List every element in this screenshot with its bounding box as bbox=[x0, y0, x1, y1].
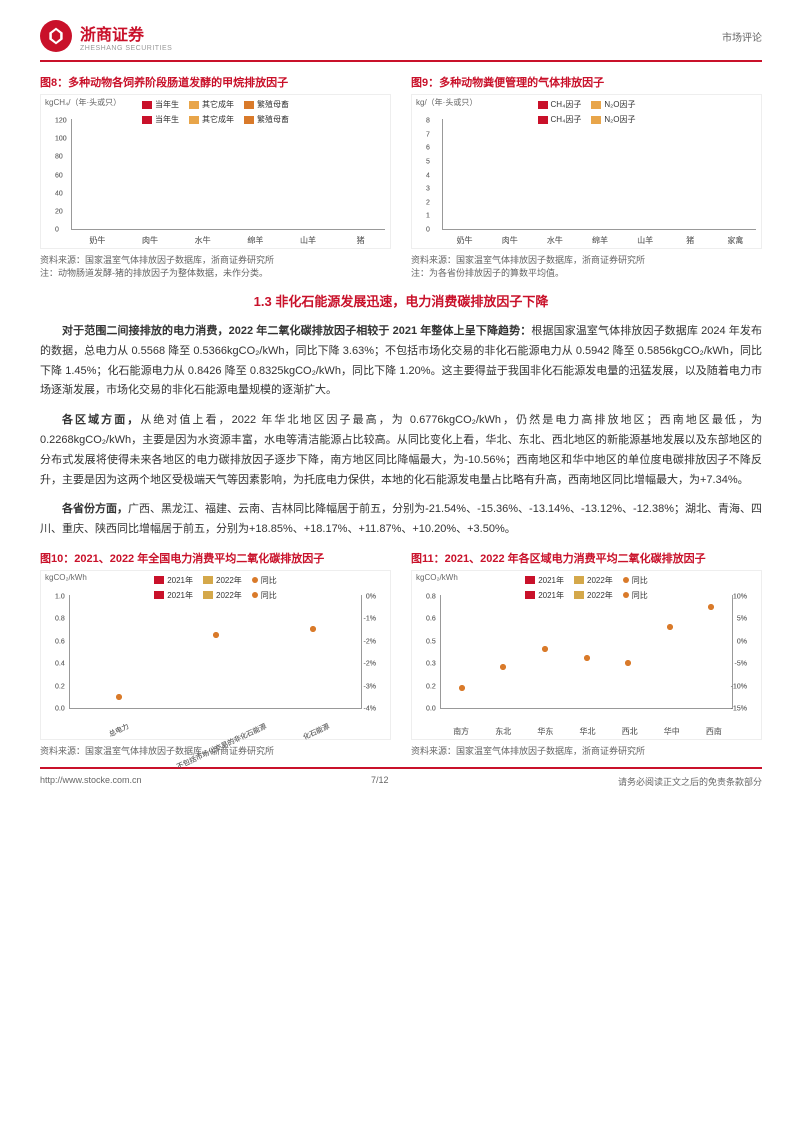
page-header: 浙商证券 ZHESHANG SECURITIES 市场评论 bbox=[40, 20, 762, 62]
logo-icon bbox=[40, 20, 72, 52]
footer-url: http://www.stocke.com.cn bbox=[40, 775, 142, 788]
logo-area: 浙商证券 ZHESHANG SECURITIES bbox=[40, 20, 172, 52]
chart11: kgCO₂/kWh 2021年2022年同比0.00.20.30.50.60.8… bbox=[411, 570, 762, 740]
brand-name: 浙商证券 bbox=[80, 21, 172, 45]
chart8-title: 图8：多种动物各饲养阶段肠道发酵的甲烷排放因子 bbox=[40, 74, 391, 90]
chart10-title: 图10：2021、2022 年全国电力消费平均二氧化碳排放因子 bbox=[40, 550, 391, 566]
chart11-ylabel: kgCO₂/kWh bbox=[416, 573, 458, 582]
chart8-note: 注：动物肠道发酵-猪的排放因子为整体数据，未作分类。 bbox=[40, 266, 391, 279]
doc-type: 市场评论 bbox=[722, 29, 762, 44]
footer-page: 7/12 bbox=[371, 775, 389, 788]
chart9: kg/（年·头或只） CH₄因子N₂O因子012345678奶牛肉牛水牛绵羊山羊… bbox=[411, 94, 762, 249]
chart9-source: 资料来源：国家温室气体排放因子数据库，浙商证券研究所 bbox=[411, 253, 762, 266]
chart11-source: 资料来源：国家温室气体排放因子数据库，浙商证券研究所 bbox=[411, 744, 762, 757]
footer-disclaimer: 请务必阅读正文之后的免责条款部分 bbox=[618, 775, 762, 788]
chart8-ylabel: kgCH₄/（年·头或只） bbox=[45, 97, 121, 108]
paragraph-3: 各省份方面，广西、黑龙江、福建、云南、吉林同比降幅居于前五，分别为-21.54%… bbox=[40, 500, 762, 540]
chart8: kgCH₄/（年·头或只） 当年生其它成年繁殖母畜020406080100120… bbox=[40, 94, 391, 249]
brand-sub: ZHESHANG SECURITIES bbox=[80, 45, 172, 52]
chart10: kgCO₂/kWh 2021年2022年同比0.00.20.40.60.81.0… bbox=[40, 570, 391, 740]
chart9-note: 注：为各省份排放因子的算数平均值。 bbox=[411, 266, 762, 279]
paragraph-2: 各区域方面，从绝对值上看，2022 年华北地区因子最高，为 0.6776kgCO… bbox=[40, 411, 762, 490]
chart9-title: 图9：多种动物粪便管理的气体排放因子 bbox=[411, 74, 762, 90]
page-footer: http://www.stocke.com.cn 7/12 请务必阅读正文之后的… bbox=[40, 767, 762, 788]
chart8-source: 资料来源：国家温室气体排放因子数据库，浙商证券研究所 bbox=[40, 253, 391, 266]
section-title: 1.3 非化石能源发展迅速，电力消费碳排放因子下降 bbox=[40, 291, 762, 310]
chart10-ylabel: kgCO₂/kWh bbox=[45, 573, 87, 582]
chart11-title: 图11：2021、2022 年各区域电力消费平均二氧化碳排放因子 bbox=[411, 550, 762, 566]
paragraph-1: 对于范围二间接排放的电力消费，2022 年二氧化碳排放因子相较于 2021 年整… bbox=[40, 322, 762, 401]
chart9-ylabel: kg/（年·头或只） bbox=[416, 97, 477, 108]
